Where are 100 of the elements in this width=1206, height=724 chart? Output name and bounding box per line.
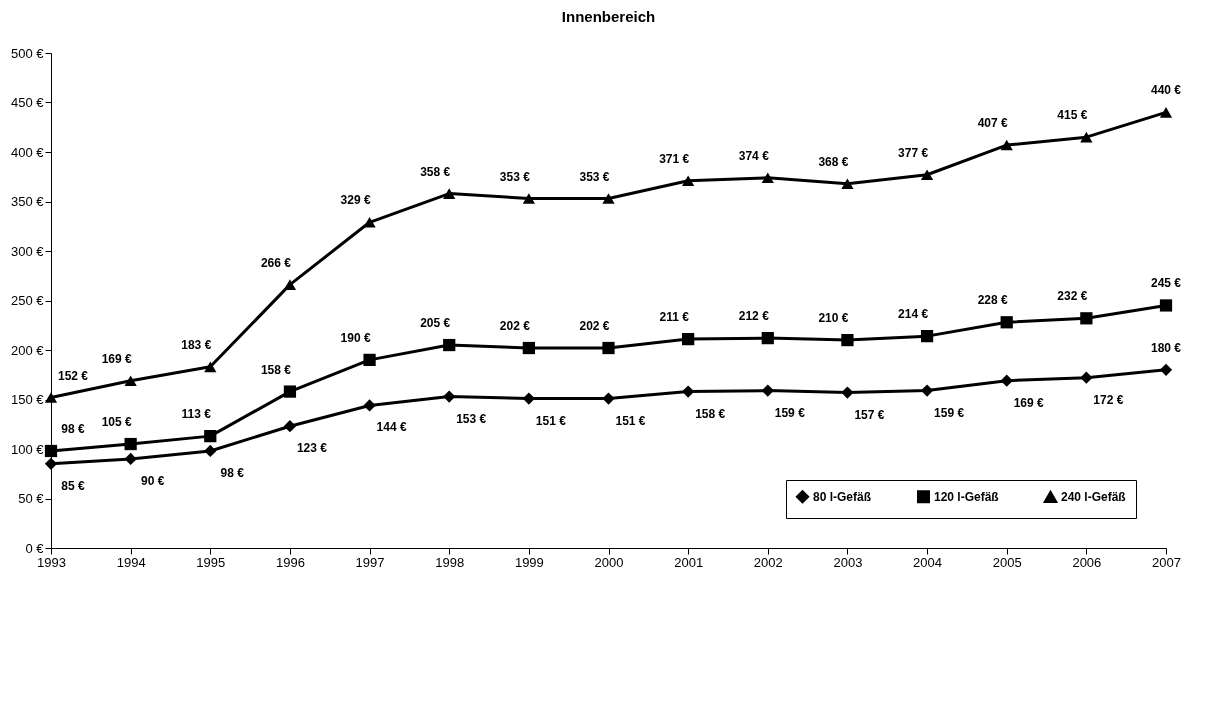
- data-label: 377 €: [898, 145, 929, 160]
- x-tick-label: 2006: [1072, 554, 1102, 570]
- point: [602, 341, 615, 355]
- point: [124, 452, 137, 466]
- y-tick-label: 400 €: [10, 144, 45, 160]
- point: [204, 430, 217, 443]
- data-label: 152 €: [57, 368, 89, 383]
- x-tick-label: 2005: [992, 554, 1022, 570]
- data-label: 105 €: [101, 415, 132, 430]
- point: [363, 353, 376, 367]
- y-tick-label: 150 €: [10, 392, 45, 407]
- point: [443, 338, 456, 352]
- point: [283, 420, 297, 433]
- point: [204, 444, 217, 458]
- data-label: 151 €: [615, 413, 646, 428]
- data-label: 159 €: [774, 405, 806, 420]
- point: [682, 332, 695, 346]
- y-tick-label: 0 €: [25, 540, 45, 556]
- data-label: 98 €: [61, 421, 85, 436]
- data-label: 440 €: [1150, 83, 1182, 98]
- point: [1159, 363, 1173, 376]
- x-tick-label: 2004: [913, 554, 943, 570]
- point: [1159, 299, 1173, 312]
- point: [443, 188, 456, 199]
- data-label: 232 €: [1057, 289, 1088, 304]
- data-label: 113 €: [181, 407, 212, 422]
- point: [1000, 374, 1013, 387]
- data-label: 153 €: [456, 411, 487, 426]
- y-tick-label: 500 €: [10, 45, 45, 61]
- x-tick-label: 2003: [833, 554, 863, 570]
- data-label: 169 €: [1013, 395, 1045, 410]
- data-label: 415 €: [1057, 108, 1088, 123]
- data-label: 358 €: [420, 164, 451, 179]
- data-label: 98 €: [220, 465, 245, 480]
- point: [761, 332, 774, 345]
- data-label: 245 €: [1150, 276, 1182, 291]
- data-label: 214 €: [898, 307, 929, 322]
- x-tick-label: 2001: [674, 554, 704, 570]
- point: [1080, 312, 1093, 325]
- data-label: 172 €: [1093, 392, 1124, 407]
- data-label: 158 €: [260, 362, 292, 377]
- x-tick-label: 2002: [753, 554, 783, 570]
- x-tick-label: 1993: [37, 554, 66, 570]
- point: [920, 169, 934, 181]
- data-label: 151 €: [535, 413, 567, 428]
- point: [283, 385, 297, 398]
- data-label: 266 €: [260, 255, 292, 270]
- data-label: 123 €: [296, 441, 328, 456]
- x-tick-label: 1997: [355, 554, 385, 570]
- y-tick-label: 450 €: [10, 95, 45, 110]
- point: [522, 392, 535, 405]
- data-label: 202 €: [499, 319, 531, 334]
- data-label: 180 €: [1150, 340, 1182, 355]
- data-label: 159 €: [934, 405, 965, 420]
- data-label: 183 €: [181, 337, 212, 352]
- data-label: 371 €: [659, 151, 690, 166]
- point: [841, 333, 854, 347]
- point: [1159, 107, 1173, 118]
- point: [443, 390, 456, 403]
- legend-label: 120 l-Gefäß: [934, 489, 999, 504]
- point: [1000, 139, 1013, 151]
- point: [283, 279, 297, 290]
- point: [522, 341, 535, 355]
- y-tick-label: 200 €: [10, 342, 45, 358]
- data-label: 228 €: [977, 293, 1009, 308]
- data-label: 205 €: [420, 316, 451, 331]
- x-tick-label: 2007: [1152, 554, 1181, 570]
- data-label: 212 €: [738, 309, 770, 324]
- y-tick-label: 350 €: [10, 194, 45, 209]
- data-label: 329 €: [340, 193, 371, 208]
- point: [761, 172, 774, 184]
- x-tick-label: 1996: [275, 554, 305, 570]
- x-tick-label: 1994: [116, 554, 146, 570]
- point: [1000, 316, 1013, 329]
- point: [44, 457, 58, 470]
- point: [124, 437, 137, 451]
- point: [682, 175, 695, 187]
- y-tick-label: 250 €: [10, 293, 45, 308]
- data-label: 144 €: [376, 420, 407, 435]
- data-label: 210 €: [818, 311, 849, 326]
- data-label: 374 €: [738, 148, 770, 163]
- x-tick-label: 2000: [594, 554, 624, 570]
- data-label: 190 €: [340, 330, 371, 345]
- point: [1080, 131, 1093, 143]
- point: [920, 330, 934, 343]
- x-tick-label: 1998: [435, 554, 465, 570]
- data-label: 353 €: [499, 169, 531, 184]
- x-tick-label: 1995: [196, 554, 226, 570]
- point: [1080, 371, 1093, 384]
- point: [44, 444, 58, 458]
- data-label: 368 €: [818, 154, 849, 169]
- point: [761, 384, 774, 397]
- point: [920, 384, 934, 397]
- y-tick-label: 100 €: [10, 441, 45, 457]
- legend-label: 240 l-Gefäß: [1061, 490, 1126, 505]
- point: [602, 193, 615, 204]
- data-label: 157 €: [854, 407, 885, 422]
- data-label: 407 €: [977, 116, 1009, 131]
- data-label: 158 €: [695, 406, 726, 421]
- point: [124, 375, 137, 386]
